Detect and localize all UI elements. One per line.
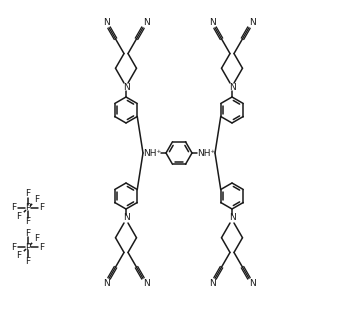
Text: N: N [209, 18, 216, 27]
Text: P: P [25, 203, 31, 213]
Text: N: N [229, 214, 235, 222]
Text: F: F [34, 195, 39, 204]
Text: N: N [103, 18, 110, 27]
Text: N: N [248, 18, 255, 27]
Text: F: F [25, 217, 30, 226]
Text: F: F [34, 234, 39, 243]
Text: F: F [11, 203, 16, 213]
Text: N: N [142, 18, 149, 27]
Text: F: F [16, 251, 22, 261]
Text: P: P [25, 243, 31, 251]
Text: N: N [123, 214, 129, 222]
Text: NH⁺: NH⁺ [197, 148, 215, 158]
Text: F: F [39, 203, 44, 213]
Text: F: F [16, 212, 22, 221]
Text: F: F [25, 228, 30, 238]
Text: F: F [11, 243, 16, 251]
Text: NH⁺: NH⁺ [143, 148, 161, 158]
Text: N: N [248, 279, 255, 288]
Text: F: F [39, 243, 44, 251]
Text: N: N [209, 279, 216, 288]
Text: N: N [123, 83, 129, 93]
Text: N: N [103, 279, 110, 288]
Text: N: N [142, 279, 149, 288]
Text: N: N [229, 83, 235, 93]
Text: F: F [25, 256, 30, 266]
Text: F: F [25, 190, 30, 198]
